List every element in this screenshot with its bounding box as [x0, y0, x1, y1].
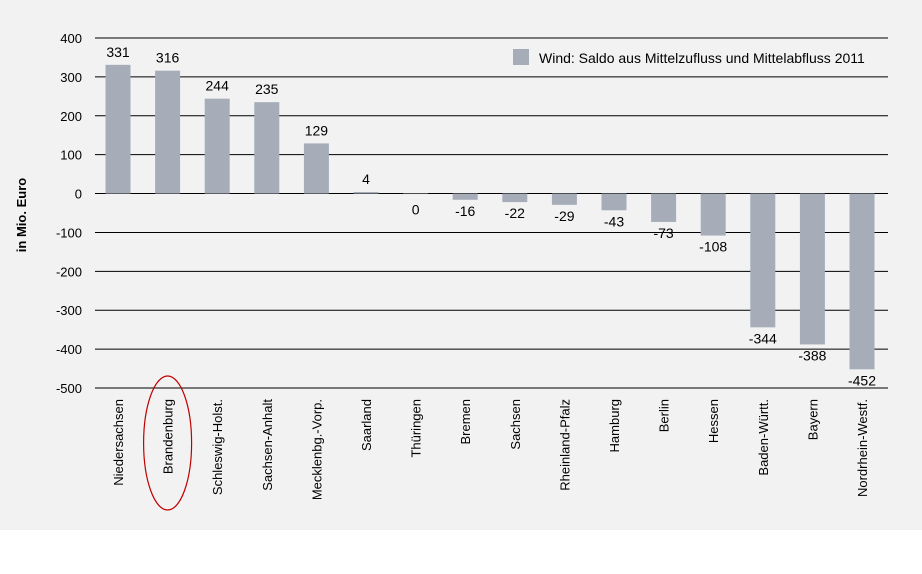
bar	[799, 193, 825, 345]
data-label: -22	[505, 205, 525, 221]
bars-layer	[105, 64, 875, 370]
data-label: 244	[206, 78, 230, 94]
y-tick-label: -100	[56, 225, 82, 240]
bar	[254, 102, 280, 194]
data-label: 0	[412, 202, 420, 218]
data-label: 331	[106, 44, 130, 60]
y-tick-label: -200	[56, 264, 82, 279]
bar	[651, 193, 677, 222]
data-label: -73	[653, 225, 673, 241]
category-label: Schleswig-Holst.	[210, 399, 225, 495]
data-label: 235	[255, 81, 279, 97]
bar	[849, 193, 875, 370]
category-label: Thüringen	[409, 399, 424, 458]
y-tick-label: -400	[56, 342, 82, 357]
y-tick-label: -500	[56, 381, 82, 396]
bar	[303, 143, 329, 194]
category-label: Hessen	[706, 399, 721, 443]
data-label: 4	[362, 171, 370, 187]
y-tick-label: 100	[60, 148, 82, 163]
category-label: Bremen	[458, 399, 473, 445]
category-label: Baden-Württ.	[756, 399, 771, 476]
bar	[452, 193, 478, 200]
bar	[551, 193, 577, 205]
category-label: Berlin	[657, 399, 672, 432]
bar	[155, 70, 181, 194]
category-label: Brandenburg	[161, 399, 176, 474]
y-tick-label: 400	[60, 31, 82, 46]
y-tick-label: 200	[60, 109, 82, 124]
category-label: Rheinland-Pfalz	[557, 399, 572, 491]
bar	[601, 193, 627, 211]
category-label: Nordrhein-Westf.	[855, 399, 870, 497]
legend: Wind: Saldo aus Mittelzufluss und Mittel…	[513, 49, 865, 66]
data-label: -388	[798, 347, 826, 363]
data-label: -43	[604, 213, 624, 229]
category-label: Mecklenbg.-Vorp.	[309, 399, 324, 500]
data-label: 316	[156, 50, 180, 66]
y-tick-label: -300	[56, 303, 82, 318]
bar	[502, 193, 528, 203]
category-label: Sachsen-Anhalt	[260, 399, 275, 491]
category-label: Hamburg	[607, 399, 622, 452]
bar	[750, 193, 776, 328]
bar	[105, 64, 131, 194]
bar	[204, 98, 230, 194]
data-label: -108	[699, 239, 727, 255]
legend-label: Wind: Saldo aus Mittelzufluss und Mittel…	[539, 50, 865, 66]
category-label: Niedersachsen	[111, 399, 126, 486]
category-label: Saarland	[359, 399, 374, 451]
bar	[403, 193, 429, 195]
data-labels-layer: 331 316 244 235 129 4 0 -16 -22 -29 -43 -73 -108 -344…	[106, 44, 876, 389]
data-label: 129	[305, 122, 329, 138]
y-tick-label: 300	[60, 70, 82, 85]
highlight-circle	[143, 375, 193, 511]
data-label: -452	[848, 372, 876, 388]
category-label: Sachsen	[508, 399, 523, 450]
legend-swatch	[513, 49, 529, 65]
chart-panel: 331 316 244 235 129 4 0 -16 -22 -29 -43 -73 -108 -344…	[0, 0, 922, 530]
data-label: -344	[749, 330, 777, 346]
y-tick-label: 0	[75, 187, 82, 202]
bar	[700, 193, 726, 236]
bar-chart: 331 316 244 235 129 4 0 -16 -22 -29 -43 -73 -108 -344…	[14, 31, 888, 511]
data-label: -29	[554, 208, 574, 224]
category-label: Bayern	[805, 399, 820, 440]
category-labels-layer: Niedersachsen Brandenburg Schleswig-Holst.…	[111, 399, 870, 501]
bar	[353, 192, 379, 194]
y-axis-label: in Mio. Euro	[14, 178, 29, 252]
y-tick-labels-layer: 400 300 200 100 0 -100 -200 -300 -400 -500	[56, 31, 82, 396]
data-label: -16	[455, 203, 475, 219]
